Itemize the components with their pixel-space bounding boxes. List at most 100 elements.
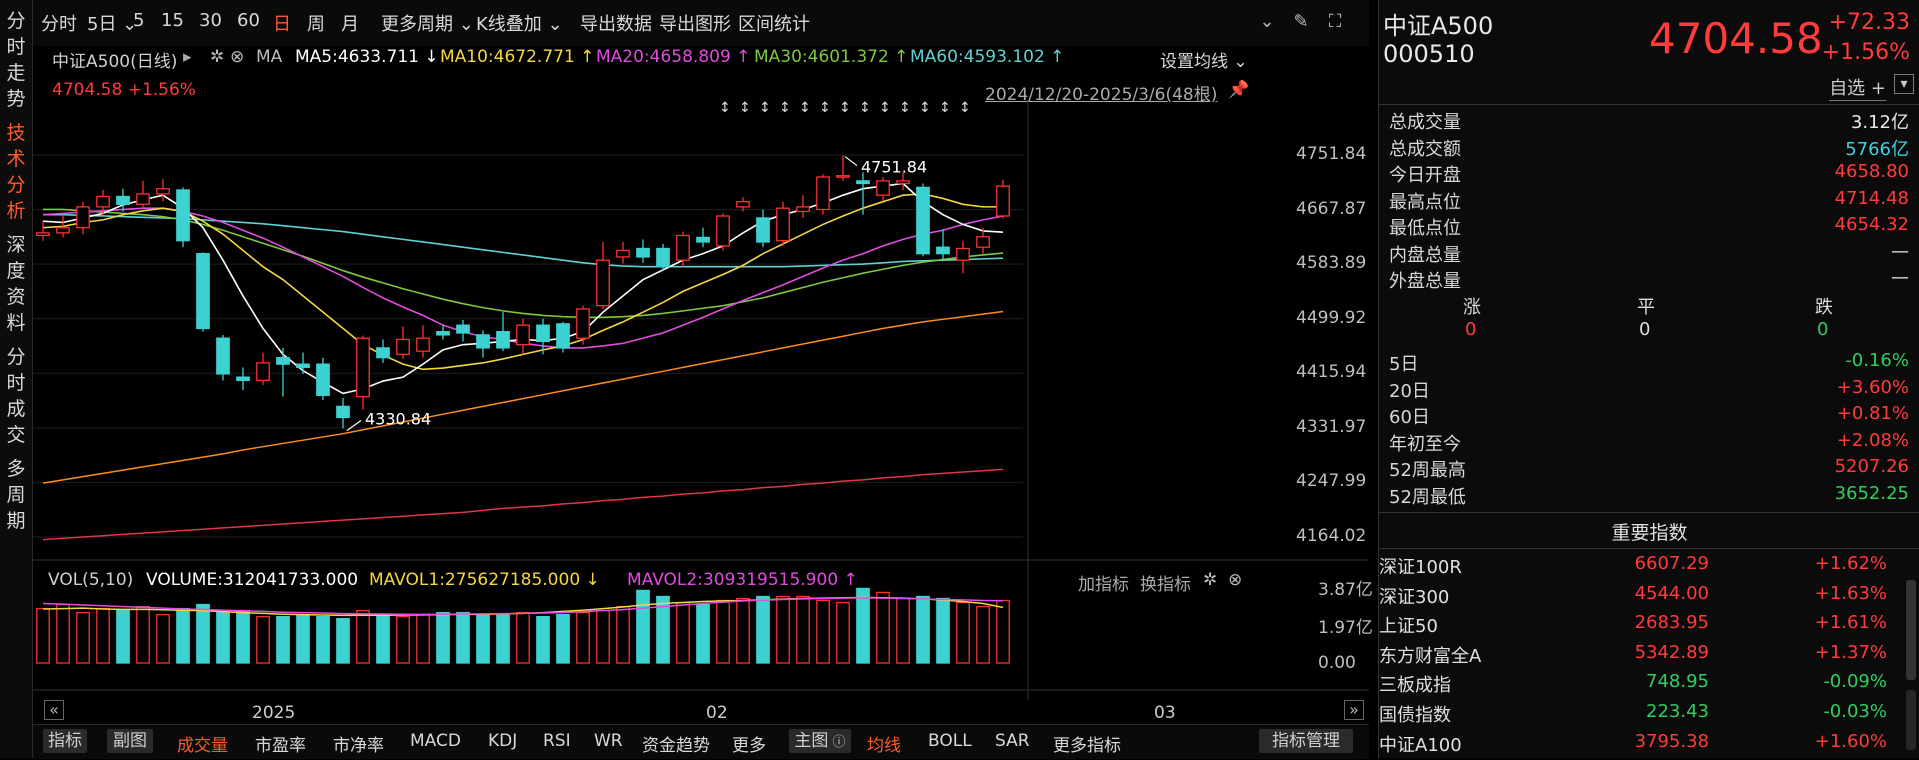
volume-tick: 3.87亿 — [1318, 580, 1373, 600]
period-row: 52周最高 5207.26 — [1389, 456, 1909, 482]
index-name: 深证300 — [1379, 586, 1450, 608]
more-indicator[interactable]: 更多 — [732, 736, 766, 756]
index-row[interactable]: 深证100R 6607.29 +1.62% — [1379, 553, 1899, 582]
index-row[interactable]: 深证300 4544.00 +1.63% — [1379, 583, 1899, 612]
more-periods-dropdown[interactable]: 更多周期 ⌄ — [381, 14, 474, 35]
more-indicators[interactable]: 更多指标 — [1053, 736, 1121, 756]
period-row: 5日 -0.16% — [1389, 350, 1909, 376]
wr-indicator[interactable]: WR — [594, 731, 623, 751]
ma-indicator[interactable]: 均线 — [867, 736, 901, 756]
long-ma-red — [42, 468, 1004, 541]
pb-indicator[interactable]: 市净率 — [333, 736, 384, 756]
candle-up — [96, 195, 110, 208]
volume-bar-up — [836, 601, 850, 664]
volume-bar-up — [396, 615, 410, 664]
export-chart-button[interactable]: 导出图形 — [659, 14, 731, 35]
main-chart-tab[interactable]: 主图 ⓘ — [789, 729, 851, 753]
period-day[interactable]: 日 — [273, 14, 291, 35]
pe-indicator[interactable]: 市盈率 — [255, 736, 306, 756]
rsi-indicator[interactable]: RSI — [543, 731, 571, 751]
candle-up — [796, 206, 810, 213]
index-change: -0.03% — [1823, 701, 1887, 722]
volume-bar-down — [476, 613, 490, 664]
volume-bar-down — [696, 603, 710, 664]
candle-up — [396, 338, 410, 356]
indicator-tab[interactable]: 指标 — [43, 729, 87, 753]
sar-indicator[interactable]: SAR — [995, 731, 1030, 751]
volume-bar-down — [116, 609, 130, 664]
tab-depth-data[interactable]: 深度资料 — [6, 234, 26, 334]
price-tick: 4415.94 — [1296, 362, 1367, 383]
index-price: 4544.00 — [1634, 582, 1709, 604]
period-15min[interactable]: 15 — [161, 10, 184, 31]
subchart-tab[interactable]: 副图 — [107, 729, 153, 753]
index-change: +1.60% — [1814, 730, 1887, 752]
draw-brush-icon[interactable]: ✎ — [1293, 11, 1309, 32]
scroll-right-icon[interactable]: » — [1344, 700, 1364, 720]
boll-indicator[interactable]: BOLL — [928, 731, 972, 751]
tab-technical-analysis[interactable]: 技术分析 — [6, 122, 26, 222]
fund-trend-indicator[interactable]: 资金趋势 — [642, 736, 710, 756]
period-30min[interactable]: 30 — [199, 10, 222, 31]
volume-bar-down — [456, 611, 470, 664]
add-watchlist-button[interactable]: 自选 + — [1829, 74, 1886, 101]
gear-icon[interactable]: ✲ — [210, 47, 225, 67]
index-row[interactable]: 东方财富全A 5342.89 +1.37% — [1379, 642, 1899, 671]
annotations: 4751.84 4330.84 — [346, 156, 927, 431]
period-5day[interactable]: 5日 ⌄ — [87, 14, 138, 35]
close-icon[interactable]: ⊗ — [1228, 570, 1243, 590]
candle-down — [916, 186, 930, 255]
last-price: 4704.58 — [1649, 14, 1823, 63]
candle-up — [256, 362, 270, 382]
scrollbar-track[interactable] — [1906, 690, 1916, 750]
scroll-left-icon[interactable]: « — [44, 700, 64, 720]
period-month[interactable]: 月 — [341, 14, 359, 35]
index-name: 中证A100 — [1379, 734, 1462, 756]
volume-bar-up — [716, 599, 730, 664]
period-week[interactable]: 周 — [307, 14, 325, 35]
swap-indicator-button[interactable]: 换指标 — [1140, 575, 1191, 595]
event-marker-icon: ↕ — [939, 100, 951, 116]
candle-up — [76, 206, 90, 229]
period-60min[interactable]: 60 — [237, 10, 260, 31]
indicator-manage-button[interactable]: 指标管理 — [1259, 729, 1353, 753]
gear-icon[interactable]: ✲ — [1203, 570, 1218, 590]
down-label: 跌 — [1815, 297, 1833, 318]
macd-indicator[interactable]: MACD — [410, 731, 461, 751]
index-row[interactable]: 中证A100 3795.38 +1.60% — [1379, 731, 1899, 760]
volume-bar-down — [296, 613, 310, 664]
candle-down — [176, 189, 190, 242]
kline-overlay-dropdown[interactable]: K线叠加 ⌄ — [476, 14, 563, 35]
index-row[interactable]: 三板成指 748.95 -0.09% — [1379, 671, 1899, 700]
instrument-legend: 中证A500(日线) — [52, 52, 178, 72]
candle-down — [636, 247, 650, 258]
up-label: 涨 — [1463, 297, 1481, 318]
tab-trades[interactable]: 分时成交 — [6, 346, 26, 446]
volume-bar-down — [856, 587, 870, 664]
volume-bar-down — [496, 613, 510, 664]
date-range-label[interactable]: 2024/12/20-2025/3/6(48根) — [985, 85, 1218, 105]
index-row[interactable]: 上证50 2683.95 +1.61% — [1379, 612, 1899, 641]
volume-bar-down — [536, 615, 550, 664]
set-ma-dropdown[interactable]: 设置均线 ⌄ — [1160, 52, 1248, 72]
fullscreen-icon[interactable]: ⛶ — [1328, 11, 1342, 32]
pin-icon[interactable]: 📌 — [1228, 80, 1250, 100]
close-icon[interactable]: ⊗ — [230, 47, 245, 67]
period-intraday[interactable]: 分时 — [41, 14, 77, 35]
volume-indicator[interactable]: 成交量 — [177, 736, 228, 756]
index-row[interactable]: 国债指数 223.43 -0.03% — [1379, 701, 1899, 730]
period-5min[interactable]: 5 — [133, 10, 145, 31]
add-indicator-button[interactable]: 加指标 — [1078, 575, 1129, 595]
circle-chevron-icon[interactable]: ⌄ — [1259, 11, 1275, 32]
scrollbar-thumb[interactable] — [1906, 580, 1916, 680]
export-data-button[interactable]: 导出数据 — [580, 14, 652, 35]
watchlist-dropdown-icon[interactable]: ▾ — [1894, 74, 1914, 94]
kdj-indicator[interactable]: KDJ — [488, 731, 518, 751]
tab-multi-period[interactable]: 多周期 — [6, 458, 26, 532]
high-pointer — [844, 156, 858, 167]
range-stats-button[interactable]: 区间统计 — [738, 14, 810, 35]
kline-chart[interactable]: ↕ ↕ ↕ ↕ ↕ ↕ ↕ ↕ ↕ ↕ ↕ ↕ ↕ 4751.84 4330.84 — [33, 100, 1369, 724]
volume-bar-down — [636, 589, 650, 664]
period-value: +3.60% — [1836, 376, 1909, 398]
tab-time-share[interactable]: 分时走势 — [6, 10, 26, 110]
